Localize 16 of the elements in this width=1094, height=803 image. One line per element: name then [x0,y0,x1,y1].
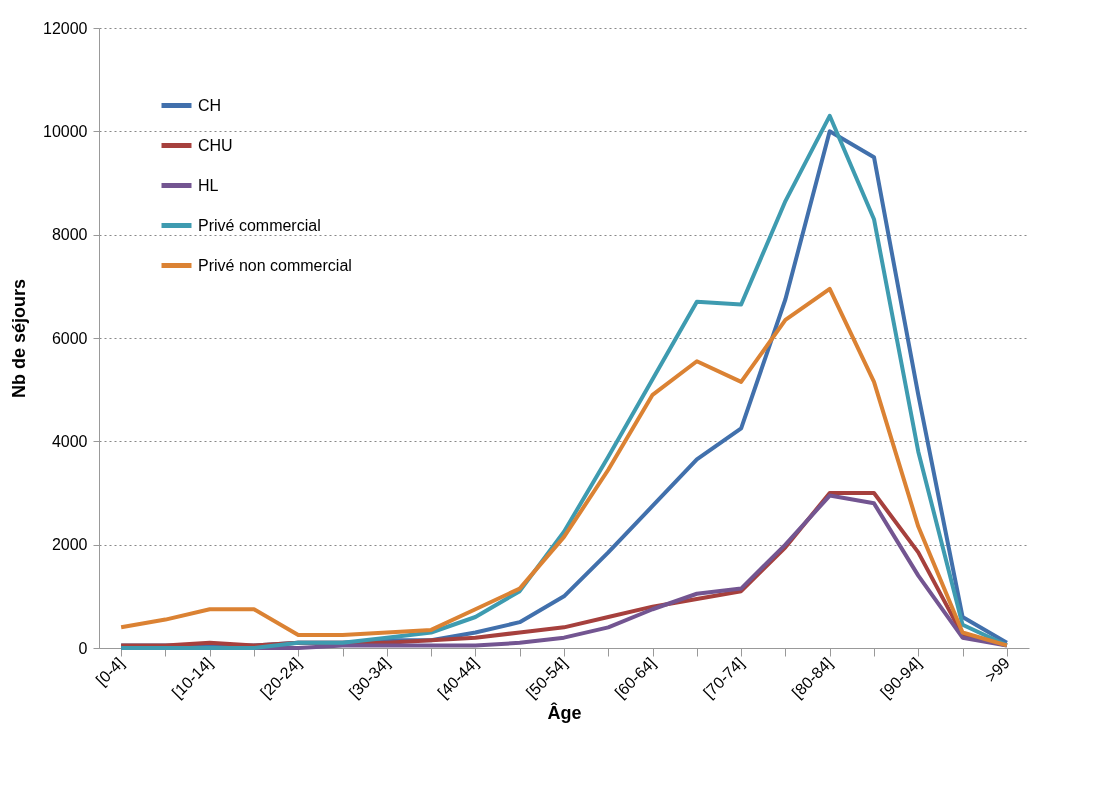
legend-label: CHU [198,136,233,154]
x-tick-label: >99 [981,654,1014,686]
legend-label: Privé non commercial [198,256,352,274]
legend-label: CH [198,96,222,114]
y-tick-label: 2000 [51,536,88,554]
y-tick-label: 6000 [51,329,88,347]
y-tick-label: 10000 [43,122,88,140]
legend-label: HL [198,176,219,194]
y-tick-label: 0 [78,639,88,657]
line-series [119,286,1009,648]
y-tick-label: 4000 [51,432,88,450]
y-tick-label: 8000 [51,226,88,244]
y-axis-title: Nb de séjours [9,278,30,399]
y-tick-label: 12000 [43,19,88,37]
legend-label: Privé commercial [198,216,321,234]
x-axis-title: Âge [547,702,582,724]
